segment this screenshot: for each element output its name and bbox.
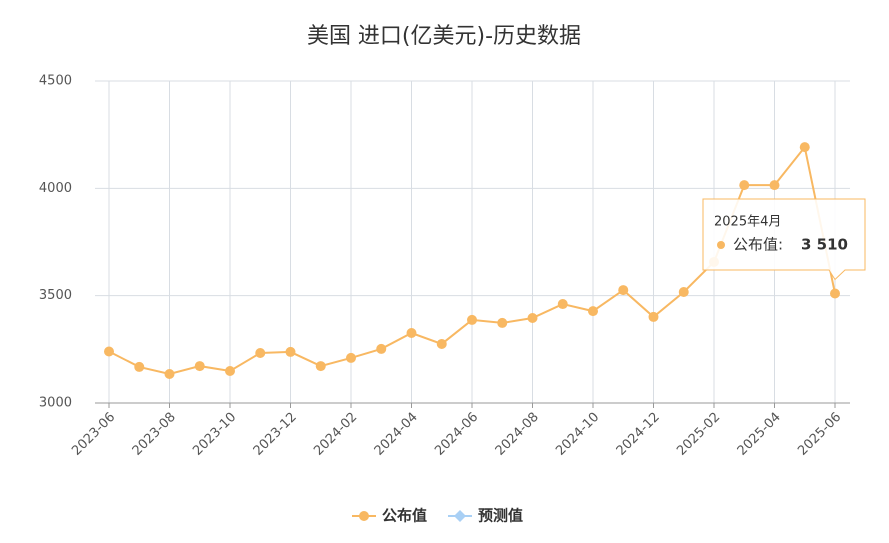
y-tick-label: 3000 (39, 396, 72, 411)
x-tick-label: 2025-04 (735, 410, 784, 459)
x-tick-label: 2023-06 (69, 410, 118, 459)
point (134, 361, 145, 372)
point (588, 306, 598, 317)
point (678, 287, 689, 298)
legend-marker (359, 511, 369, 521)
x-tick-label: 2024-10 (553, 410, 602, 459)
legend-marker (454, 510, 466, 522)
point (346, 352, 356, 363)
tooltip-title: 2025年4月 (714, 215, 781, 230)
legend-label: 公布值 (382, 507, 427, 525)
tooltip-label: 公布值: (733, 236, 783, 254)
x-tick-label: 2023-10 (190, 410, 239, 459)
point (315, 361, 326, 372)
point (285, 346, 296, 357)
tooltip-value: 3 510 (801, 236, 848, 254)
point (618, 285, 629, 296)
point (467, 314, 477, 325)
point (255, 347, 266, 358)
point (648, 311, 659, 322)
tooltip-box (702, 198, 866, 281)
point (164, 369, 175, 380)
x-tick-label: 2025-06 (795, 410, 844, 459)
x-tick-label: 2024-06 (432, 410, 481, 459)
x-tick-label: 2024-12 (614, 410, 663, 459)
point (194, 361, 205, 372)
y-tick-label: 4000 (39, 181, 72, 196)
point (436, 338, 447, 349)
point (830, 288, 840, 299)
point (799, 142, 810, 153)
point (104, 346, 114, 357)
point (225, 366, 235, 377)
x-tick-label: 2024-02 (311, 410, 360, 459)
point (497, 317, 508, 328)
x-tick-label: 2023-08 (130, 410, 179, 459)
point (769, 180, 780, 191)
y-tick-label: 4500 (39, 74, 72, 89)
point (376, 343, 387, 354)
point (527, 312, 538, 323)
legend-label: 预测值 (478, 507, 523, 525)
y-tick-label: 3500 (39, 288, 72, 303)
x-tick-label: 2024-04 (372, 410, 421, 459)
x-tick-label: 2025-02 (674, 410, 723, 459)
x-tick-label: 2023-12 (251, 410, 300, 459)
point (739, 180, 750, 191)
chart-title: 美国 进口(亿美元)-历史数据 (307, 24, 581, 49)
tooltip-marker (717, 241, 725, 249)
point (557, 299, 568, 310)
x-tick-label: 2024-08 (493, 410, 542, 459)
point (406, 328, 417, 339)
